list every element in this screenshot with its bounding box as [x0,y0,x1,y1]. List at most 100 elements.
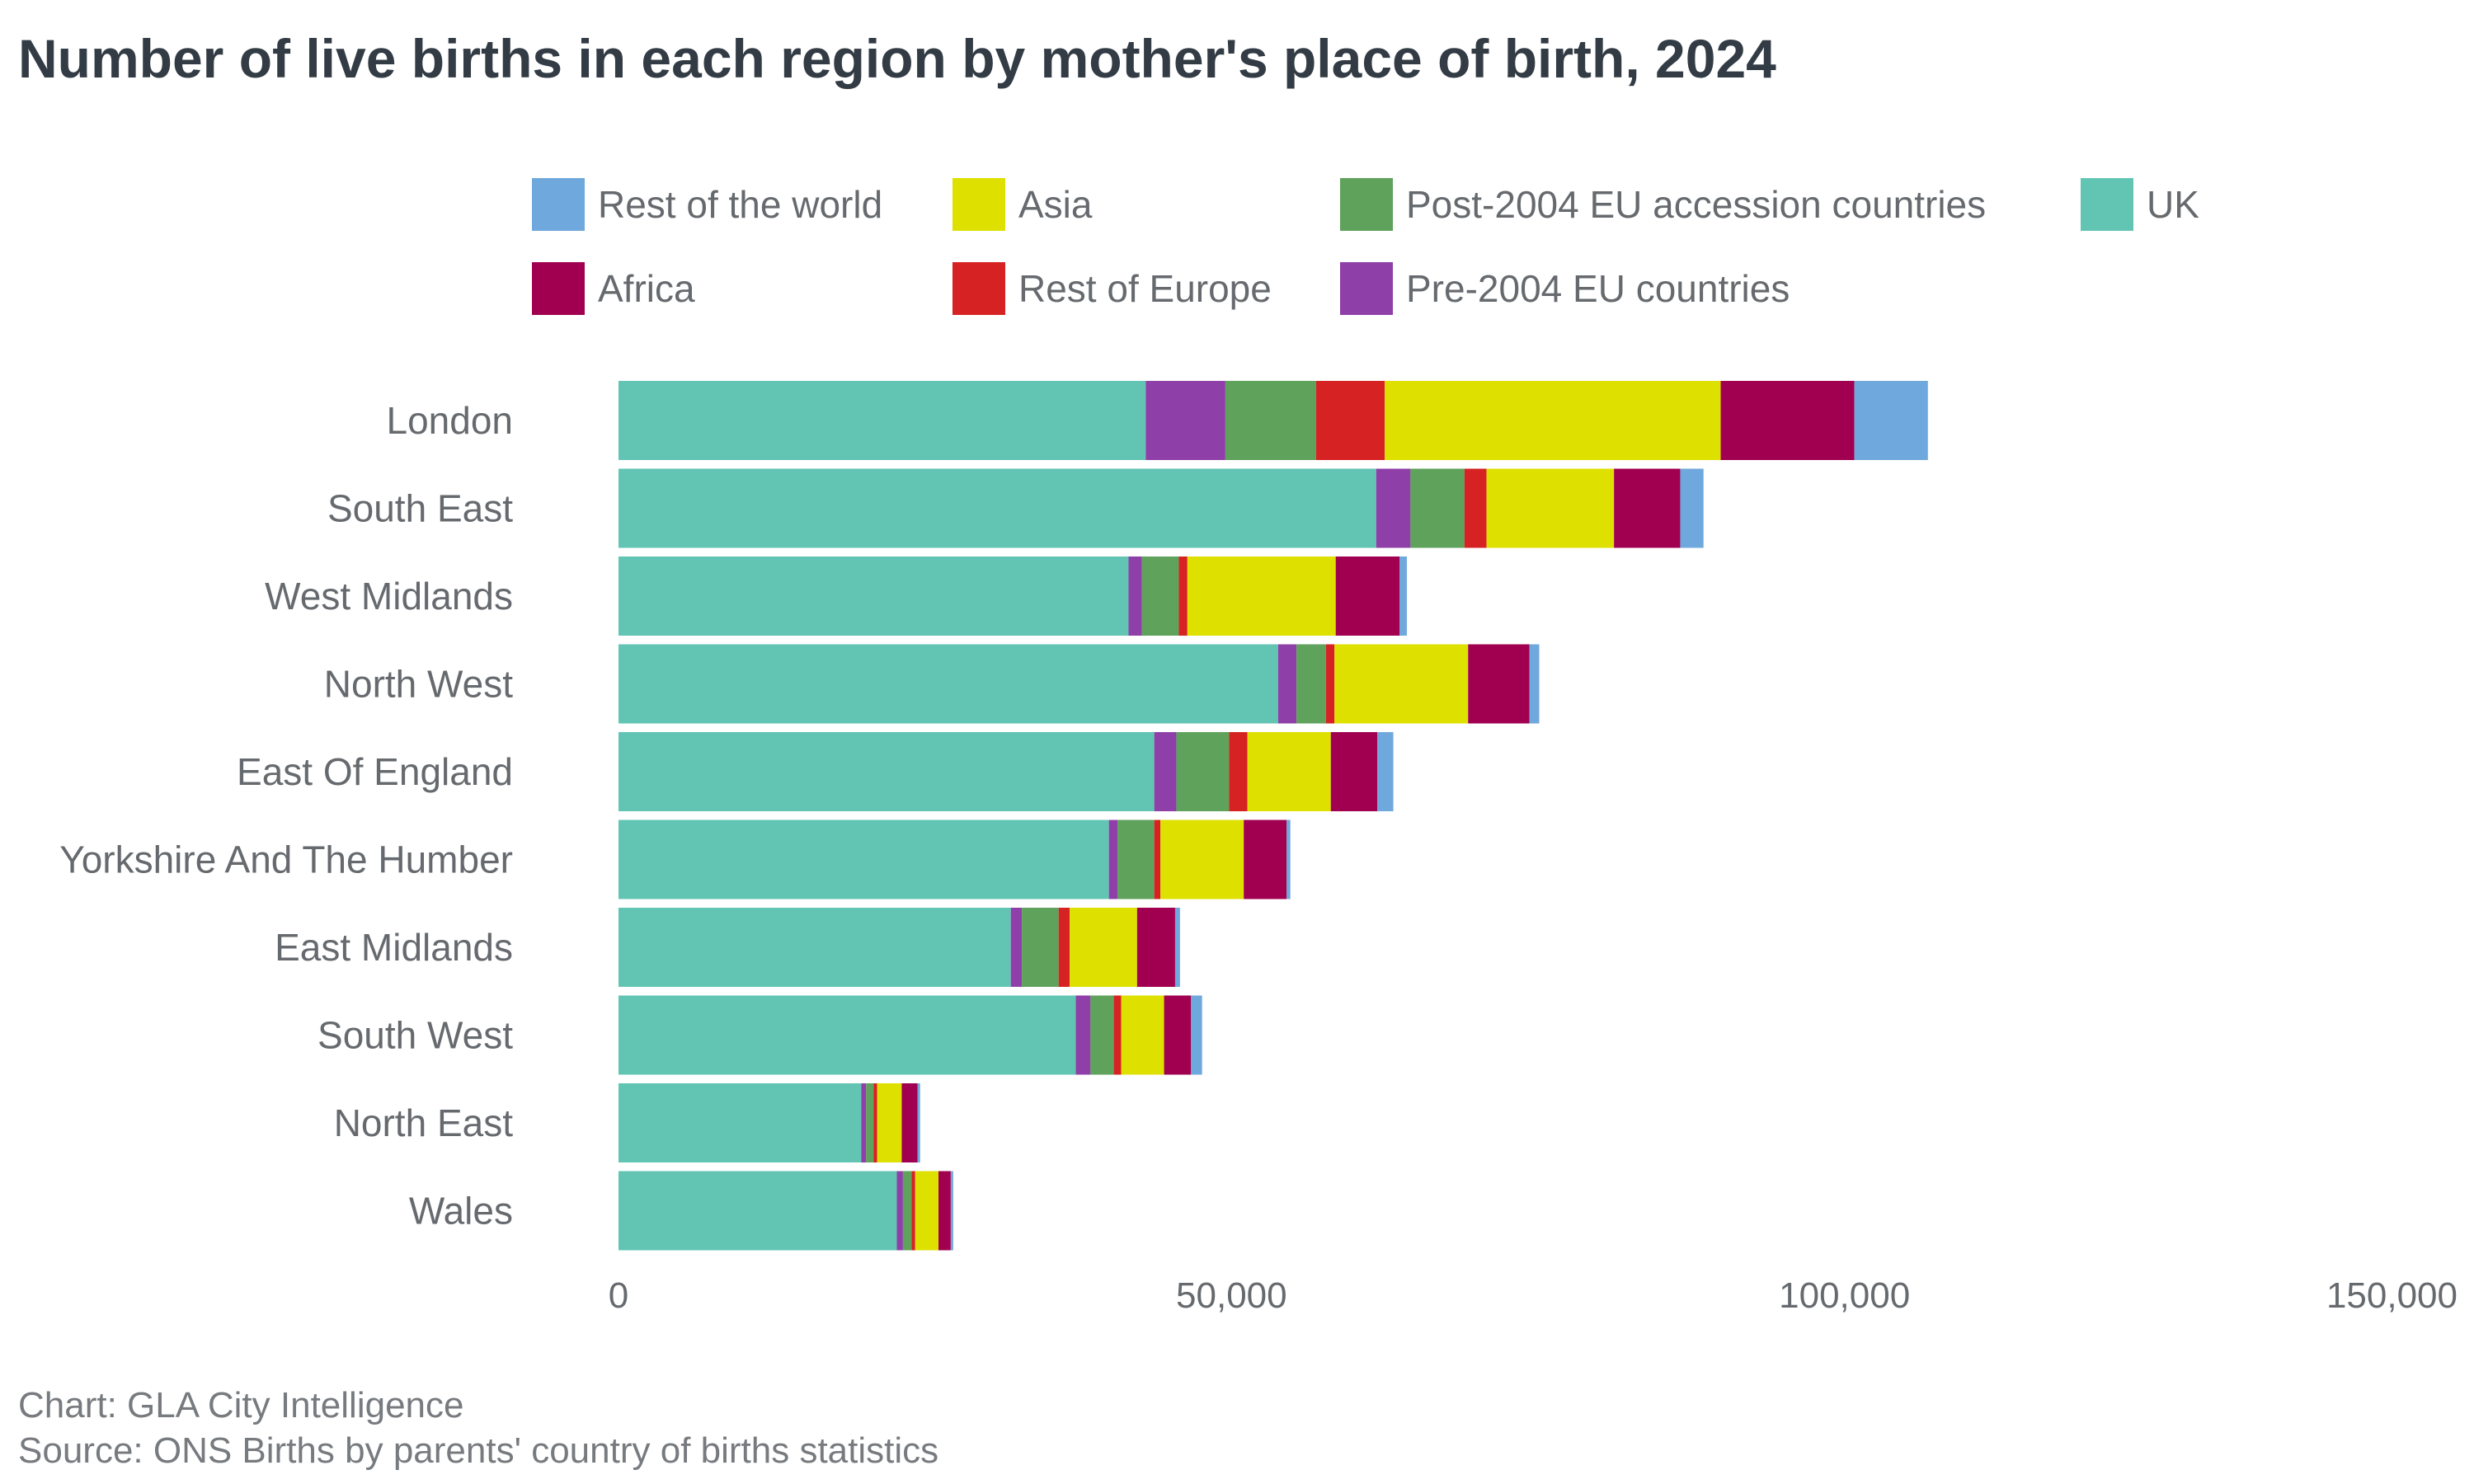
bar-yorkshire-and-the-humber-uk[interactable] [618,819,1109,899]
legend-label: Rest of Europe [1018,267,1272,310]
bar-yorkshire-and-the-humber-asia[interactable] [1160,819,1244,899]
bar-east-of-england-rest-of-the-world[interactable] [1377,732,1394,811]
bar-wales-pre-2004-eu-countries[interactable] [896,1171,903,1251]
x-tick-label: 150,000 [2326,1275,2458,1316]
bar-wales-rest-of-europe[interactable] [911,1171,915,1251]
x-tick-label: 0 [609,1275,628,1316]
category-label-north-east: North East [334,1101,514,1144]
bar-north-west-post-2004-eu-accession-countries[interactable] [1296,644,1326,724]
bar-north-east-rest-of-europe[interactable] [873,1083,877,1162]
bar-yorkshire-and-the-humber-post-2004-eu-accession-countries[interactable] [1117,819,1155,899]
chart-title: Number of live births in each region by … [18,28,1776,89]
category-label-north-west: North West [324,663,513,706]
bar-south-east-pre-2004-eu-countries[interactable] [1376,468,1411,548]
bar-south-west-africa[interactable] [1164,995,1192,1075]
legend-label: Asia [1018,183,1093,226]
bar-yorkshire-and-the-humber-rest-of-the-world[interactable] [1286,819,1291,899]
legend-label: Africa [598,267,695,310]
bar-wales-uk[interactable] [618,1171,897,1251]
legend-item-rest-of-europe[interactable]: Rest of Europe [952,262,1272,315]
bar-yorkshire-and-the-humber-africa[interactable] [1244,819,1287,899]
bar-east-of-england-pre-2004-eu-countries[interactable] [1154,732,1177,811]
bar-south-west-uk[interactable] [618,995,1076,1075]
bar-east-of-england-africa[interactable] [1330,732,1378,811]
bar-london-pre-2004-eu-countries[interactable] [1145,381,1225,460]
bar-north-west-africa[interactable] [1468,644,1530,724]
legend-swatch [1340,178,1393,231]
bar-south-west-post-2004-eu-accession-countries[interactable] [1090,995,1114,1075]
category-label-east-midlands: East Midlands [275,926,513,969]
category-label-wales: Wales [409,1190,513,1233]
chart-credit: Chart: GLA City Intelligence [18,1385,464,1425]
bar-south-east-post-2004-eu-accession-countries[interactable] [1410,468,1465,548]
bar-south-west-pre-2004-eu-countries[interactable] [1075,995,1091,1075]
category-label-west-midlands: West Midlands [265,575,513,618]
bar-north-east-asia[interactable] [877,1083,902,1162]
bar-south-east-rest-of-europe[interactable] [1464,468,1487,548]
bar-west-midlands-pre-2004-eu-countries[interactable] [1128,556,1142,636]
bar-north-west-asia[interactable] [1334,644,1469,724]
bar-wales-post-2004-eu-accession-countries[interactable] [902,1171,912,1251]
bar-west-midlands-uk[interactable] [618,556,1129,636]
bar-london-rest-of-europe[interactable] [1315,381,1385,460]
bar-north-west-uk[interactable] [618,644,1278,724]
bar-west-midlands-post-2004-eu-accession-countries[interactable] [1141,556,1179,636]
x-tick-label: 50,000 [1176,1275,1287,1316]
bar-london-rest-of-the-world[interactable] [1854,381,1928,460]
legend-item-post-2004-eu[interactable]: Post-2004 EU accession countries [1340,178,1986,231]
bar-south-east-africa[interactable] [1614,468,1681,548]
bar-south-east-rest-of-the-world[interactable] [1680,468,1704,548]
bar-east-midlands-asia[interactable] [1070,908,1137,987]
bar-wales-rest-of-the-world[interactable] [950,1171,953,1251]
bar-east-midlands-rest-of-europe[interactable] [1058,908,1070,987]
legend-item-pre-2004-eu[interactable]: Pre-2004 EU countries [1340,262,1790,315]
bar-wales-africa[interactable] [938,1171,951,1251]
bar-east-midlands-post-2004-eu-accession-countries[interactable] [1022,908,1059,987]
x-tick-label: 100,000 [1779,1275,1910,1316]
legend-swatch [2081,178,2133,231]
bar-yorkshire-and-the-humber-rest-of-europe[interactable] [1154,819,1161,899]
legend-item-asia[interactable]: Asia [952,178,1092,231]
bar-east-of-england-uk[interactable] [618,732,1155,811]
legend-label: Pre-2004 EU countries [1406,267,1790,310]
bar-south-west-asia[interactable] [1121,995,1164,1075]
bar-london-asia[interactable] [1385,381,1721,460]
bar-south-west-rest-of-the-world[interactable] [1191,995,1202,1075]
bar-london-africa[interactable] [1720,381,1855,460]
bar-east-of-england-post-2004-eu-accession-countries[interactable] [1176,732,1230,811]
chart-legend: Rest of the world Asia Post-2004 EU acce… [0,0,2474,346]
bar-east-midlands-rest-of-the-world[interactable] [1174,908,1180,987]
bar-south-east-asia[interactable] [1486,468,1615,548]
bar-north-east-rest-of-the-world[interactable] [917,1083,920,1162]
bar-north-east-post-2004-eu-accession-countries[interactable] [866,1083,874,1162]
bar-south-west-rest-of-europe[interactable] [1113,995,1122,1075]
bar-london-uk[interactable] [618,381,1146,460]
bar-north-west-rest-of-the-world[interactable] [1529,644,1540,724]
category-label-south-west: South West [317,1014,513,1057]
bar-north-east-pre-2004-eu-countries[interactable] [861,1083,867,1162]
bar-north-east-uk[interactable] [618,1083,862,1162]
bar-west-midlands-asia[interactable] [1187,556,1336,636]
bar-east-midlands-pre-2004-eu-countries[interactable] [1010,908,1023,987]
bar-north-west-rest-of-europe[interactable] [1325,644,1335,724]
legend-label: Rest of the world [598,183,883,226]
bar-south-east-uk[interactable] [618,468,1376,548]
bar-wales-asia[interactable] [915,1171,939,1251]
bar-north-east-africa[interactable] [901,1083,918,1162]
bar-east-midlands-africa[interactable] [1136,908,1175,987]
bar-north-west-pre-2004-eu-countries[interactable] [1277,644,1297,724]
legend-item-africa[interactable]: Africa [532,262,695,315]
bar-yorkshire-and-the-humber-pre-2004-eu-countries[interactable] [1108,819,1118,899]
bar-east-midlands-uk[interactable] [618,908,1011,987]
bar-west-midlands-africa[interactable] [1335,556,1400,636]
bar-west-midlands-rest-of-the-world[interactable] [1399,556,1407,636]
legend-item-uk[interactable]: UK [2081,178,2199,231]
legend-swatch [952,262,1005,315]
bar-east-of-england-rest-of-europe[interactable] [1229,732,1248,811]
legend-item-rest-of-the-world[interactable]: Rest of the world [532,178,882,231]
bar-london-post-2004-eu-accession-countries[interactable] [1225,381,1316,460]
bar-west-midlands-rest-of-europe[interactable] [1178,556,1188,636]
bar-east-of-england-asia[interactable] [1247,732,1331,811]
legend-label: UK [2147,183,2199,226]
